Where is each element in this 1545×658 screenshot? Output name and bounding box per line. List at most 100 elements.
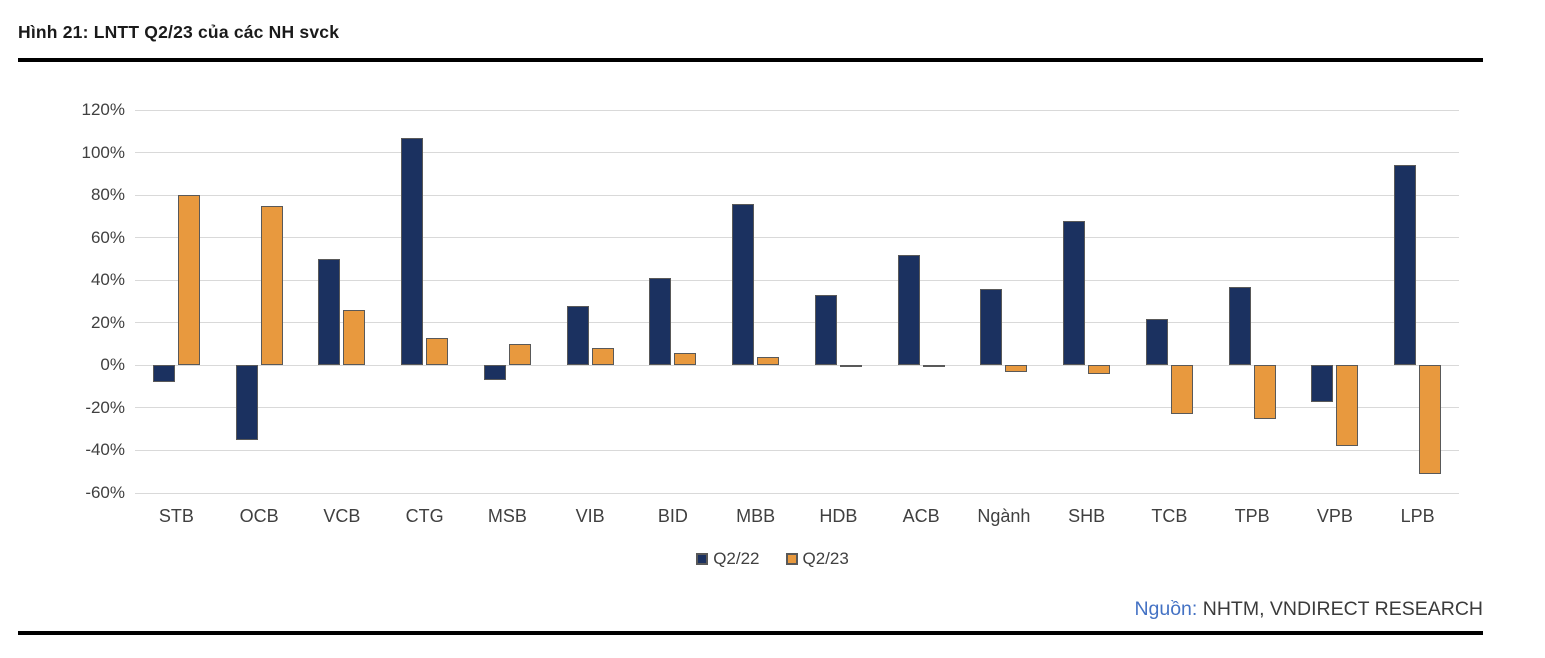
x-tick-label-VIB: VIB	[575, 506, 605, 526]
gridline	[135, 109, 1459, 111]
bar-Q2-23-LPB	[1419, 365, 1442, 474]
x-tick-label-MBB: MBB	[736, 506, 776, 526]
bar-group-VCB	[301, 110, 384, 493]
bar-group-ACB	[880, 110, 963, 493]
x-axis: STB OCB VCB CTG MSB VIB BID MBB HDB ACB Ngành SHB TC…	[135, 506, 1459, 527]
source-text: NHTM, VNDIRECT RESEARCH	[1197, 598, 1483, 620]
y-tick-label: 20%	[90, 312, 125, 332]
bar-Q2-22-ACB	[897, 254, 920, 366]
y-tick-label: -20%	[85, 397, 125, 417]
x-tick-label-OCB: OCB	[239, 506, 279, 526]
bar-group-OCB	[218, 110, 301, 493]
bar-Q2-23-VCB	[343, 310, 366, 366]
legend-swatch-icon	[785, 553, 798, 565]
bar-Q2-23-ACB	[922, 365, 945, 368]
bar-Q2-22-MBB	[732, 203, 755, 366]
y-tick-label: 120%	[81, 100, 125, 119]
gridline	[135, 237, 1459, 239]
bar-Q2-23-MBB	[757, 356, 780, 366]
bottom-divider-rule	[18, 631, 1483, 635]
figure-title: Hình 21: LNTT Q2/23 của các NH svck	[18, 22, 340, 42]
bar-Q2-22-VCB	[318, 258, 341, 366]
bar-Q2-23-TPB	[1253, 365, 1276, 419]
x-tick-label-Ngành: Ngành	[977, 506, 1031, 526]
gridline	[135, 492, 1459, 494]
x-tick-label-LPB: LPB	[1400, 506, 1435, 526]
gridline	[135, 364, 1459, 366]
legend-swatch-icon	[696, 553, 709, 565]
bar-Q2-22-OCB	[235, 365, 258, 440]
y-axis: 120% 100% 80% 60% 40% 20% 0% -20% -40% -60%	[20, 100, 125, 502]
gridline	[135, 407, 1459, 409]
x-tick-label-TPB: TPB	[1234, 506, 1270, 526]
bar-Q2-23-Ngành	[1005, 365, 1028, 372]
bar-Q2-22-MSB	[483, 365, 506, 381]
x-tick-label-ACB: ACB	[902, 506, 940, 526]
bar-Q2-23-VPB	[1336, 365, 1359, 447]
x-tick-label-SHB: SHB	[1068, 506, 1106, 526]
legend-item-Q2-23: Q2/23	[785, 549, 849, 569]
bar-Q2-23-OCB	[260, 205, 283, 366]
x-tick-label-BID: BID	[657, 506, 688, 526]
title-divider-rule	[18, 58, 1483, 62]
bar-Q2-22-VIB	[566, 305, 589, 366]
legend-item-Q2-22: Q2/22	[696, 549, 760, 569]
bars-layer	[135, 110, 1459, 493]
bar-Q2-22-LPB	[1394, 165, 1417, 366]
bar-Q2-22-VPB	[1311, 365, 1334, 402]
y-tick-label: -40%	[85, 440, 125, 460]
bar-group-STB	[135, 110, 218, 493]
bar-Q2-23-TCB	[1170, 365, 1193, 415]
bar-Q2-22-TCB	[1145, 318, 1168, 366]
y-tick-label: 0%	[100, 355, 125, 375]
bar-group-Ngành	[963, 110, 1046, 493]
gridline	[135, 449, 1459, 451]
x-tick-label-STB: STB	[158, 506, 194, 526]
y-tick-label: 40%	[90, 270, 125, 290]
bar-Q2-22-CTG	[401, 137, 424, 366]
bar-Q2-23-VIB	[591, 348, 614, 366]
bar-Q2-23-BID	[674, 352, 697, 366]
x-tick-label-VPB: VPB	[1316, 506, 1353, 526]
bar-group-TCB	[1128, 110, 1211, 493]
gridline	[135, 279, 1459, 281]
bar-group-CTG	[383, 110, 466, 493]
bar-Q2-23-HDB	[839, 365, 862, 368]
bar-Q2-23-CTG	[426, 337, 449, 366]
y-tick-label: 80%	[90, 185, 125, 205]
gridline	[135, 152, 1459, 154]
bar-Q2-22-Ngành	[980, 288, 1003, 366]
gridline	[135, 322, 1459, 324]
bar-group-VPB	[1294, 110, 1377, 493]
bar-group-HDB	[797, 110, 880, 493]
chart-legend: Q2/22 Q2/23	[0, 549, 1545, 569]
bar-Q2-22-TPB	[1228, 286, 1251, 366]
y-tick-label: 100%	[81, 142, 125, 162]
bar-group-MBB	[714, 110, 797, 493]
bar-Q2-22-SHB	[1063, 220, 1086, 366]
x-tick-label-TCB: TCB	[1151, 506, 1188, 526]
bar-Q2-23-SHB	[1088, 365, 1111, 374]
source-prefix: Nguồn:	[1134, 598, 1198, 620]
bar-group-LPB	[1376, 110, 1459, 493]
x-tick-label-HDB: HDB	[819, 506, 858, 526]
bar-group-TPB	[1211, 110, 1294, 493]
bar-group-VIB	[549, 110, 632, 493]
x-tick-label-CTG: CTG	[405, 506, 444, 526]
bar-group-MSB	[466, 110, 549, 493]
bar-Q2-23-MSB	[508, 344, 531, 366]
legend-label: Q2/23	[802, 549, 849, 568]
bar-Q2-23-STB	[177, 195, 200, 366]
bar-group-BID	[632, 110, 715, 493]
x-tick-label-VCB: VCB	[323, 506, 361, 526]
chart-plot-area	[135, 109, 1459, 494]
x-tick-label-MSB: MSB	[487, 506, 527, 526]
y-tick-label: 60%	[90, 227, 125, 247]
bar-Q2-22-STB	[152, 365, 175, 383]
legend-label: Q2/22	[713, 549, 760, 568]
gridline	[135, 194, 1459, 196]
bar-Q2-22-BID	[649, 278, 672, 366]
y-tick-label: -60%	[85, 483, 125, 502]
bar-Q2-22-HDB	[814, 295, 837, 366]
